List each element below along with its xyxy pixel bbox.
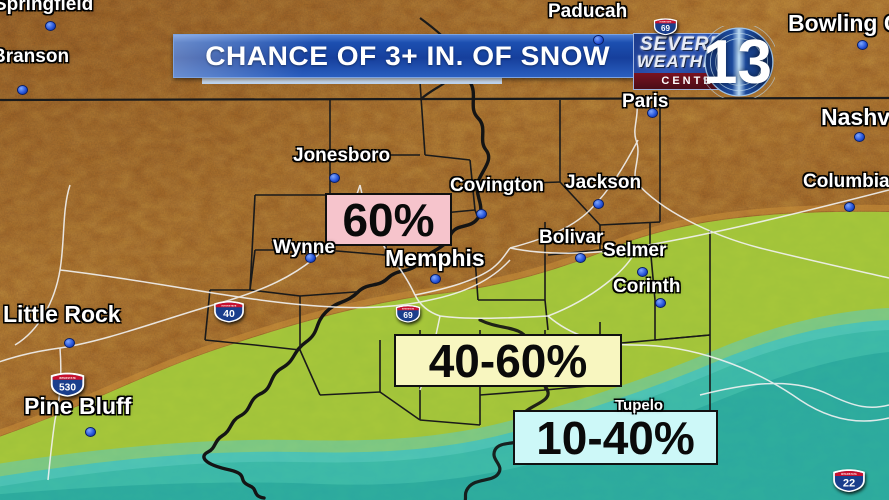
svg-text:22: 22 xyxy=(843,477,855,489)
svg-text:40: 40 xyxy=(223,309,235,320)
svg-text:69: 69 xyxy=(403,310,413,320)
svg-text:69: 69 xyxy=(661,24,671,33)
svg-text:530: 530 xyxy=(59,383,76,394)
svg-text:INTERSTATE: INTERSTATE xyxy=(841,473,857,476)
svg-text:INTERSTATE: INTERSTATE xyxy=(59,377,76,380)
